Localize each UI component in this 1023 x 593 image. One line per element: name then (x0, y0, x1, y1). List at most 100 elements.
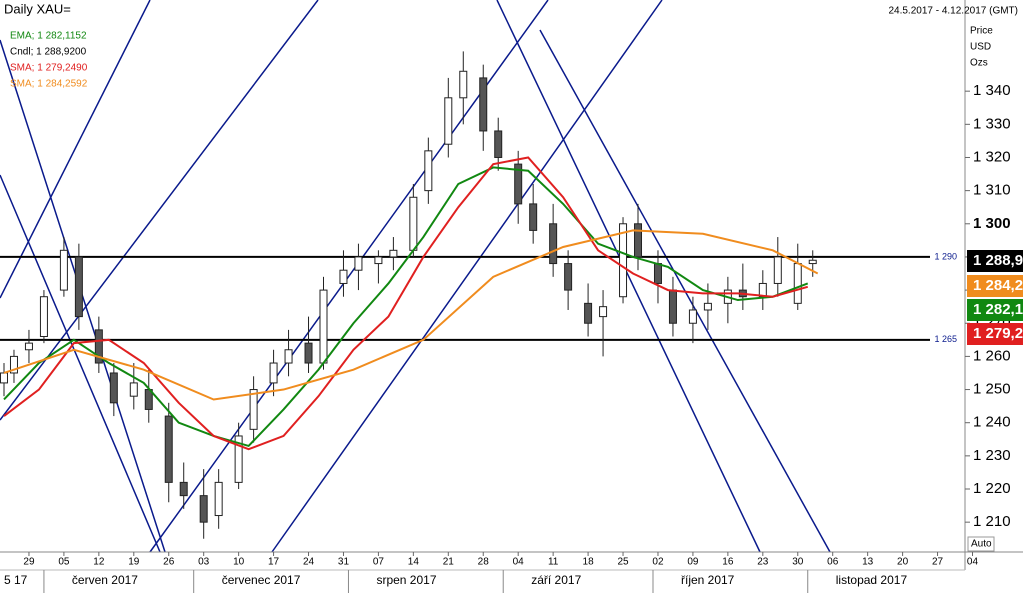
x-tick-label: 19 (128, 557, 140, 568)
candle-body (619, 223, 628, 298)
x-tick-label: 16 (722, 557, 734, 568)
y-tick-label: 1 320 (973, 148, 1011, 165)
level-label: 1 290 (934, 251, 957, 261)
candle-body (354, 256, 363, 271)
x-tick-label: 02 (652, 557, 664, 568)
y-tick-label: 1 220 (973, 480, 1011, 497)
candle-body (59, 249, 68, 291)
price-tag-label: 1 279,2 (973, 325, 1023, 342)
candle-body (773, 256, 782, 284)
x-tick-label: 14 (408, 557, 420, 568)
candle-body (284, 349, 293, 364)
x-tick-label: 17 (268, 557, 280, 568)
trendline (271, 0, 663, 553)
y-tick-label: 1 260 (973, 347, 1011, 364)
x-tick-label: 04 (513, 557, 525, 568)
candle-body (319, 289, 328, 364)
candle-body (409, 196, 418, 251)
candle-body (199, 495, 208, 523)
x-tick-label: 28 (478, 557, 490, 568)
legend-entry: EMA; 1 282,1152 (10, 31, 87, 42)
candle-body (374, 256, 383, 265)
candle-body (584, 302, 593, 324)
candle-body (74, 256, 83, 318)
candle-body (424, 150, 433, 192)
x-tick-label: 11 (548, 557, 559, 568)
axis-header: Ozs (970, 58, 988, 69)
price-tag (967, 299, 1023, 321)
x-tick-label: 27 (932, 557, 944, 568)
price-tag-label: 1 284,2 (973, 277, 1023, 294)
trendline (496, 0, 761, 553)
candle-body (688, 309, 697, 324)
ma-line (3, 229, 819, 401)
x-tick-label: 06 (827, 557, 839, 568)
x-tick-label: 03 (198, 557, 210, 568)
auto-button[interactable] (967, 536, 995, 552)
price-tag (967, 323, 1023, 345)
price-tag (967, 275, 1023, 297)
trendline (0, 174, 161, 553)
candle-body (668, 289, 677, 324)
y-tick-label: 1 300 (973, 215, 1011, 232)
month-label: červen 2017 (72, 573, 138, 587)
y-tick-label: 1 240 (973, 414, 1011, 431)
x-tick-label: 13 (862, 557, 874, 568)
candle-body (479, 77, 488, 132)
x-tick-label: 26 (163, 557, 175, 568)
candle-body (94, 329, 103, 364)
auto-label[interactable]: Auto (971, 539, 992, 550)
candle-body (129, 382, 138, 397)
y-tick-label: 1 340 (973, 82, 1011, 99)
x-tick-label: 12 (93, 557, 105, 568)
x-tick-label: 29 (23, 557, 35, 568)
candle-body (793, 263, 802, 304)
candle-body (634, 223, 643, 258)
x-tick-label: 20 (897, 557, 909, 568)
candle-body (179, 481, 188, 497)
candle-body (653, 263, 662, 284)
y-tick-label: 1 230 (973, 447, 1011, 464)
candle-body (269, 362, 278, 384)
x-tick-label: 31 (338, 557, 350, 568)
x-tick-label: 09 (687, 557, 699, 568)
ma-line (3, 156, 809, 451)
level-label: 1 265 (934, 334, 957, 344)
candle-body (459, 70, 468, 99)
candle-body (24, 342, 33, 351)
y-tick-label: 1 250 (973, 381, 1011, 398)
x-tick-label: 18 (583, 557, 595, 568)
x-tick-label: 25 (617, 557, 629, 568)
candle-body (39, 296, 48, 338)
candle-body (304, 342, 313, 364)
x-tick-label: 30 (792, 557, 804, 568)
price-tag (967, 250, 1023, 272)
axis-header: Price (970, 26, 993, 37)
x-tick-label: 24 (303, 557, 315, 568)
price-tag-label: 1 282,1 (973, 301, 1023, 318)
candle-body (808, 259, 817, 265)
x-tick-label: 23 (757, 557, 769, 568)
trendline (0, 0, 151, 299)
candle-body (564, 263, 573, 291)
trendlines (0, 0, 831, 553)
candle-body (249, 389, 258, 430)
candle-body (389, 249, 398, 258)
candle-body (339, 269, 348, 284)
axis-header: USD (970, 42, 991, 53)
candle-body (549, 223, 558, 265)
month-label: 5 17 (4, 573, 28, 587)
price-tag-label: 1 288,9 (973, 252, 1023, 269)
candle-body (599, 306, 608, 318)
date-range: 24.5.2017 - 4.12.2017 (GMT) (888, 6, 1018, 17)
x-tick-label: 07 (373, 557, 385, 568)
y-tick-label: 1 210 (973, 513, 1011, 530)
candle-body (109, 372, 118, 404)
trendline (0, 0, 319, 421)
x-tick-label: 21 (443, 557, 455, 568)
month-label: říjen 2017 (681, 573, 735, 587)
month-label: září 2017 (531, 573, 581, 587)
legend-entry: SMA; 1 279,2490 (10, 63, 88, 74)
candle-body (494, 130, 503, 158)
